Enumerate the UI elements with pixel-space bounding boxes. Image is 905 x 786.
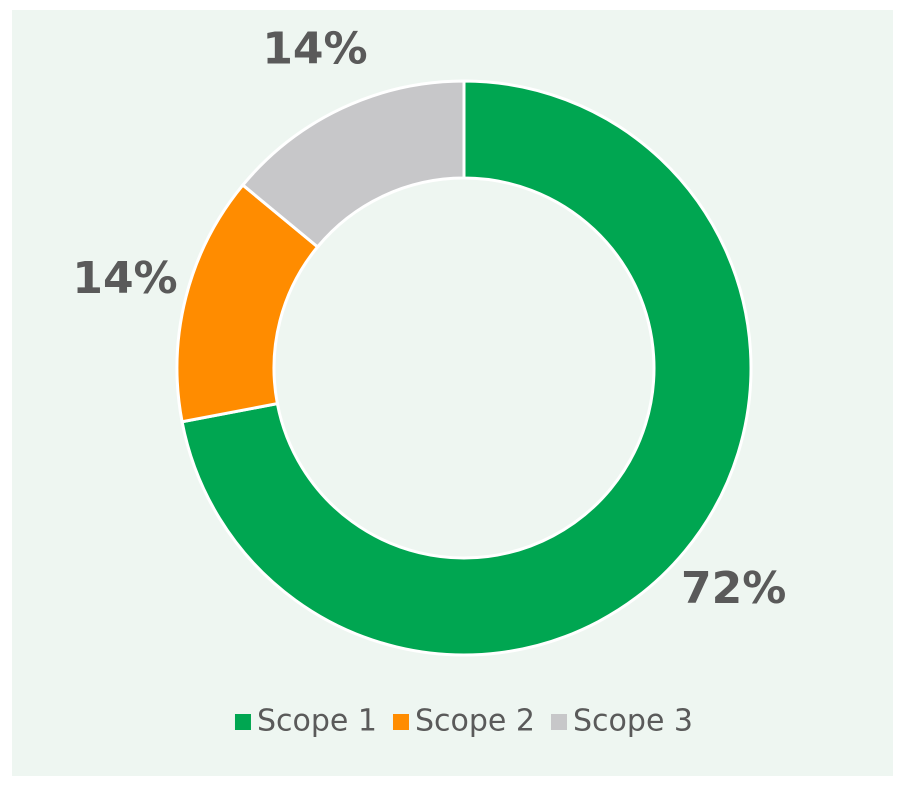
slice	[240, 79, 466, 250]
legend-swatch	[551, 714, 568, 730]
legend-swatch	[392, 714, 409, 730]
legend-label: Scope 3	[573, 704, 693, 739]
data-label: 14%	[262, 23, 367, 74]
legend-swatch	[234, 714, 251, 730]
data-label: 72%	[681, 563, 786, 614]
legend-label: Scope 2	[415, 704, 535, 739]
data-label: 14%	[72, 253, 177, 304]
legend: Scope 1 Scope 2 Scope 3	[234, 704, 693, 739]
slice	[180, 79, 753, 657]
legend-label: Scope 1	[257, 704, 377, 739]
